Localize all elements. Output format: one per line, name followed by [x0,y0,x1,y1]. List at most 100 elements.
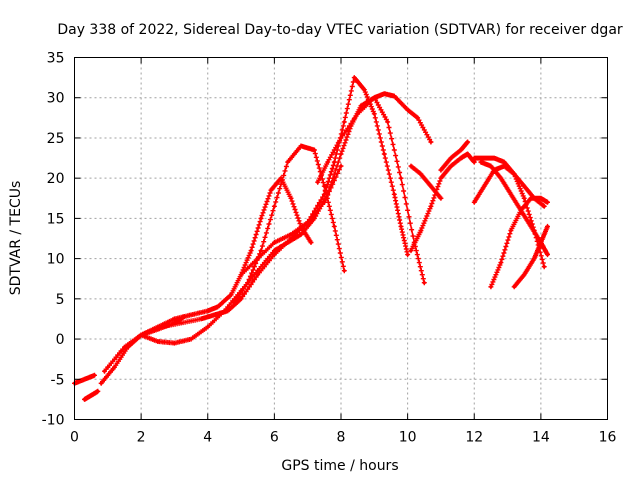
data-point [359,104,363,108]
data-point [542,265,546,269]
series-track-8 [238,75,411,278]
data-point [239,273,243,277]
data-point [492,156,496,160]
y-tick-label: 35 [47,51,65,67]
y-tick-label: 5 [56,292,65,308]
data-point [199,317,203,321]
data-point [512,285,516,289]
x-tick-label: 2 [137,430,146,446]
data-point [522,196,526,200]
data-point [522,184,526,188]
x-tick-label: 4 [203,430,212,446]
data-point [382,92,386,96]
series-track-17 [511,223,550,290]
data-point [482,184,486,188]
data-point [429,204,433,208]
data-point [122,345,127,349]
data-point [246,281,250,285]
x-tick-label: 10 [399,430,417,446]
series-track-12 [438,139,471,173]
data-point [356,112,360,116]
chart-title: Day 338 of 2022, Sidereal Day-to-day VTE… [57,22,623,38]
data-point [229,293,233,297]
data-point [406,108,410,112]
data-point [326,160,330,164]
data-point [472,156,476,160]
data-point [212,313,217,317]
axis-ticks: 0 2 4 6 8 10 12 14 16 -10 -5 0 5 10 15 20 25 30 35 [42,51,617,446]
series-track-2 [82,388,101,402]
data-point [439,168,443,172]
data-point [509,192,513,196]
series-track-16 [488,195,550,290]
data-point [99,381,103,385]
data-point [259,248,263,253]
data-point [472,160,476,164]
data-point [409,164,413,168]
data-point [399,176,403,180]
series-markers [102,163,344,374]
data-point [222,309,227,313]
data-point [449,164,453,168]
y-tick-label: 15 [47,211,65,227]
data-point [106,365,110,369]
data-point [529,196,533,200]
data-point [306,220,310,225]
data-point [286,160,290,164]
data-point [342,269,346,273]
data-point [206,309,210,313]
data-point [362,88,366,92]
data-point [89,393,93,397]
data-point [339,136,343,140]
data-point [322,184,326,188]
series-line [240,75,409,276]
data-point [256,269,260,273]
x-tick-label: 8 [337,430,346,446]
data-point [459,156,463,160]
data-point [459,148,463,152]
x-tick-label: 6 [270,430,279,446]
y-tick-label: -10 [42,413,65,429]
data-point [82,397,87,401]
data-point [419,228,423,233]
data-point [416,116,420,120]
data-point [189,337,193,341]
data-point [482,156,486,160]
data-point [429,140,433,144]
data-point [332,160,336,164]
data-point [239,297,243,301]
y-tick-label: -5 [51,372,65,388]
y-tick-label: 10 [47,252,65,268]
data-point [232,301,236,305]
data-point [309,240,313,245]
series-line [103,165,342,372]
data-point [422,281,426,285]
data-point [489,164,493,168]
data-point [499,261,503,265]
data-point [156,325,160,329]
data-point [489,285,493,289]
data-point [269,188,273,192]
series-markers [511,223,550,290]
y-tick-label: 25 [47,131,65,147]
series-markers [231,143,347,306]
data-point [312,216,316,220]
data-point [545,200,550,204]
data-point [102,369,107,373]
data-point [545,252,550,257]
data-point [316,180,320,184]
y-tick-label: 20 [47,171,65,187]
data-point [499,176,503,180]
data-point [386,120,390,124]
series-track-10 [408,151,477,254]
data-point [409,248,413,253]
data-point [522,273,526,277]
data-point [179,321,183,325]
data-point [339,152,343,156]
data-point [439,196,443,200]
data-point [545,224,550,229]
x-tick-label: 12 [465,430,483,446]
series-line [100,315,185,384]
x-tick-label: 16 [599,430,617,446]
series-track-11 [408,163,444,201]
